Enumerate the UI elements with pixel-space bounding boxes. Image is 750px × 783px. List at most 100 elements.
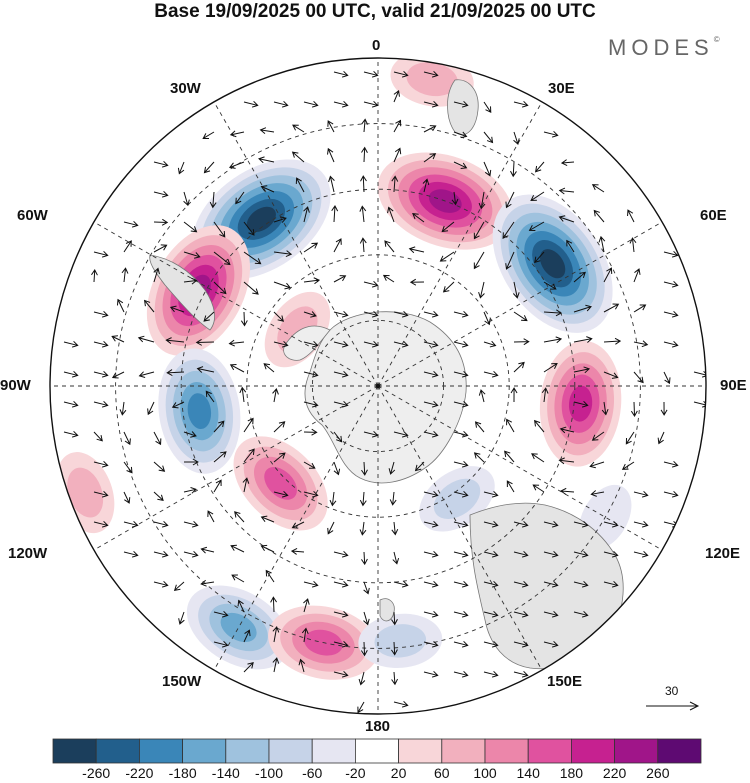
wind-arrow — [663, 460, 679, 468]
colorbar — [52, 738, 702, 764]
anomaly-contour — [246, 206, 276, 233]
colorbar-tick-label: -220 — [125, 765, 154, 781]
wind-arrow — [259, 127, 275, 134]
wind-arrow — [291, 521, 305, 529]
wind-arrow — [93, 460, 109, 468]
colorbar-swatch — [225, 738, 270, 764]
wind-arrow — [558, 457, 575, 465]
wind-arrow — [663, 340, 679, 348]
wind-arrow — [414, 461, 425, 472]
wind-arrow — [474, 421, 485, 433]
wind-arrow — [441, 221, 455, 233]
wind-arrow — [333, 238, 342, 253]
wind-arrow — [272, 388, 279, 403]
wind-arrow — [177, 161, 185, 175]
wind-arrow — [603, 580, 619, 588]
wind-arrow — [303, 461, 316, 469]
wind-arrow — [200, 546, 215, 554]
wind-arrow — [603, 520, 619, 528]
map-title: Base 19/09/2025 00 UTC, valid 21/09/2025… — [154, 1, 596, 22]
anomaly-contour — [67, 467, 104, 518]
wind-arrow — [513, 338, 530, 346]
wind-arrow — [243, 448, 255, 463]
wind-arrow — [243, 100, 259, 108]
wind-arrow — [333, 670, 349, 678]
wind-arrow — [603, 303, 620, 313]
wind-arrow — [603, 550, 619, 558]
lon-label-90w: 90W — [0, 377, 31, 394]
wind-arrow — [423, 520, 439, 528]
wind-arrow — [153, 267, 160, 283]
wind-arrow — [123, 461, 133, 474]
lon-label-150e: 150E — [547, 673, 583, 690]
wind-arrow — [453, 460, 469, 468]
wind-arrow — [423, 430, 439, 438]
wind-arrow — [573, 304, 592, 313]
wind-arrow — [153, 580, 169, 588]
wind-arrow — [530, 191, 545, 202]
wind-vectors — [63, 70, 706, 714]
wind-arrow — [363, 100, 379, 108]
wind-arrow — [560, 487, 575, 495]
wind-arrow — [423, 125, 437, 133]
wind-arrow — [359, 521, 367, 536]
wind-arrow — [633, 520, 649, 528]
wind-arrow — [143, 299, 155, 313]
wind-arrow — [203, 311, 215, 322]
wind-arrow — [513, 131, 520, 145]
wind-arrow — [213, 479, 222, 493]
meridian-line — [377, 101, 543, 387]
wind-arrow — [63, 400, 79, 408]
wind-arrow — [627, 209, 635, 223]
wind-arrow — [573, 550, 589, 558]
wind-arrow — [213, 420, 225, 433]
colorbar-tick-label: 140 — [516, 765, 540, 781]
wind-arrow — [660, 401, 668, 416]
wind-arrow — [483, 370, 499, 378]
wind-arrow — [663, 490, 679, 498]
wind-arrow — [327, 521, 335, 535]
wind-arrow — [573, 520, 589, 528]
wind-arrow — [153, 190, 169, 198]
wind-arrow — [333, 370, 349, 378]
wind-arrow — [183, 251, 201, 259]
wind-arrow — [237, 599, 245, 613]
wind-arrow — [663, 280, 679, 288]
wind-arrow — [303, 242, 319, 253]
wind-arrow — [513, 311, 528, 322]
wind-arrow — [483, 550, 499, 558]
wind-arrow — [363, 581, 370, 595]
wind-arrow — [205, 390, 215, 403]
wind-arrow — [239, 386, 247, 403]
wind-arrow — [478, 191, 486, 210]
wind-arrow — [183, 550, 199, 558]
wind-arrow — [357, 701, 365, 714]
wind-arrow — [423, 580, 439, 588]
wind-arrow — [273, 452, 286, 463]
wind-arrow — [603, 337, 622, 345]
anomaly-contour — [264, 467, 297, 500]
wind-arrow — [333, 461, 341, 476]
wind-arrow — [213, 221, 226, 238]
colorbar-tick-label: 60 — [434, 765, 450, 781]
wind-arrow — [363, 70, 379, 78]
colorbar-tick-label: 100 — [473, 765, 497, 781]
wind-arrow — [183, 458, 199, 466]
wind-arrow — [391, 611, 398, 626]
wind-arrow — [423, 640, 439, 648]
lon-label-60w: 60W — [17, 207, 48, 224]
wind-arrow — [513, 520, 529, 528]
colorbar-swatch — [138, 738, 183, 764]
colorbar-swatch — [614, 738, 659, 764]
wind-arrow — [558, 187, 575, 195]
wind-arrow — [483, 340, 497, 348]
wind-arrow — [528, 221, 545, 231]
wind-arrow — [393, 310, 409, 318]
wind-arrow — [260, 544, 275, 553]
wind-arrow — [263, 363, 275, 373]
wind-arrow — [423, 550, 439, 558]
wind-arrow — [243, 221, 255, 236]
wind-arrow — [273, 281, 292, 290]
modes-logo: MODES© — [608, 35, 720, 61]
wind-arrow — [203, 161, 215, 174]
